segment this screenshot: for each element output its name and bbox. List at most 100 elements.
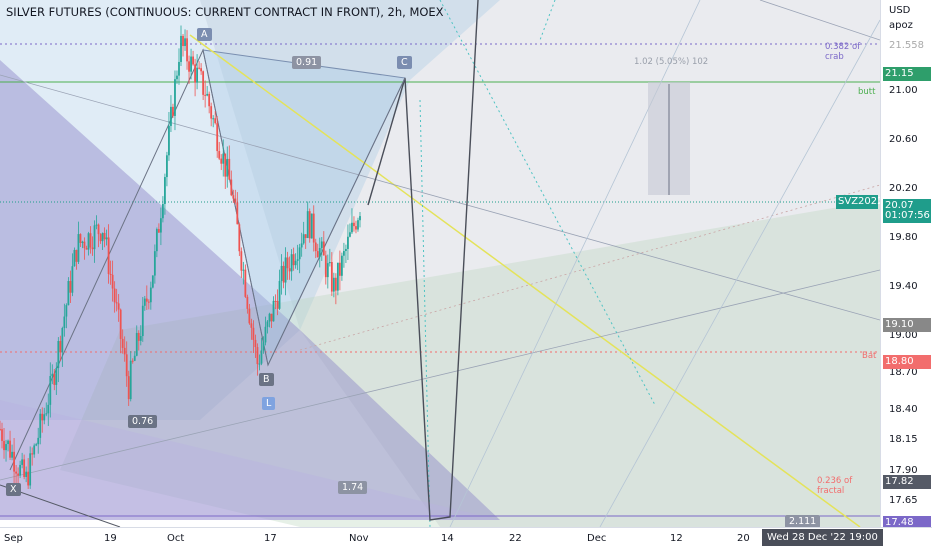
candlestick-series (0, 25, 361, 489)
candle-body (89, 233, 92, 248)
candle-body (157, 229, 160, 233)
candle-body (182, 35, 184, 47)
pattern-point-c[interactable]: C (397, 56, 412, 69)
candle-body (260, 350, 263, 364)
candle-body (192, 56, 194, 65)
candle-body (121, 338, 124, 348)
candle-body (270, 313, 273, 322)
price-tick: 18.15 (889, 434, 918, 446)
candle-body (97, 224, 100, 235)
price-chart[interactable] (0, 0, 880, 527)
time-tick: 22 (509, 533, 522, 544)
candle-body (343, 251, 345, 256)
candle-body (35, 444, 38, 446)
candle-body (79, 234, 82, 243)
candle-body (240, 251, 243, 271)
candle-body (178, 61, 180, 76)
butt-label: butt (858, 87, 876, 97)
yellow-trend-line (189, 34, 861, 527)
candle-body (115, 302, 118, 304)
candle-body (349, 232, 351, 237)
price-tick-top-partial: 21.558 (889, 40, 924, 51)
candle-body (248, 308, 251, 324)
candle-body (246, 296, 249, 309)
crosshair-date-tag: Wed 28 Dec '22 19:00 (762, 529, 883, 546)
candle-body (357, 220, 359, 230)
candle-body (176, 75, 178, 80)
candle-body (180, 35, 182, 62)
candle-body (310, 213, 313, 239)
price-tag: 17.48 (883, 516, 931, 531)
candle-body (57, 340, 60, 369)
pattern-point-a[interactable]: A (197, 28, 212, 41)
pattern-point-x[interactable]: X (6, 483, 21, 496)
candle-body (345, 248, 347, 252)
fan-line-2 (299, 184, 880, 351)
candle-body (29, 453, 32, 486)
candle-body (282, 265, 285, 283)
fractal-label: 0.236 of fractal (817, 476, 853, 496)
price-tag: 01:07:56 (883, 208, 931, 223)
crab-label: 0.382 of crab (825, 42, 861, 62)
abc-path (9, 48, 406, 471)
candle-body (252, 327, 255, 340)
candle-body (202, 71, 205, 95)
candle-body (123, 347, 126, 355)
price-axis[interactable]: USD apoz 21.558 21.00 20.60 20.20 19.80 19.4… (880, 0, 932, 531)
fan-line-6 (599, 19, 880, 527)
candle-body (194, 64, 196, 83)
candle-body (300, 243, 303, 248)
candle-body (200, 68, 203, 72)
candle-body (135, 332, 138, 356)
candle-body (103, 232, 106, 240)
price-tick: 19.00 (889, 330, 918, 342)
candle-body (256, 347, 259, 365)
candle-body (67, 281, 70, 306)
candle-body (316, 251, 319, 258)
candle-body (117, 303, 120, 310)
candle-body (284, 257, 287, 283)
candle-body (262, 342, 265, 351)
candle-body (145, 298, 148, 302)
candle-body (290, 254, 293, 272)
bat-label: Bat (862, 351, 877, 361)
projection-path (367, 0, 479, 521)
time-tick: 12 (670, 533, 683, 544)
candle-body (33, 445, 36, 455)
scale-mode-label[interactable]: apoz (889, 20, 913, 31)
candle-body (61, 328, 64, 353)
candle-body (298, 247, 301, 260)
candle-body (174, 79, 176, 116)
fan-line-3 (0, 269, 880, 481)
price-tick: 18.40 (889, 403, 918, 415)
price-tag: 18.80 (883, 354, 931, 369)
price-tick: 20.60 (889, 133, 918, 145)
candle-body (198, 67, 201, 69)
fan-line-1 (0, 74, 880, 321)
candle-body (190, 56, 192, 72)
pattern-point-b[interactable]: B (259, 373, 274, 386)
candle-body (149, 287, 152, 303)
plot-area[interactable]: SILVER FUTURES (CONTINUOUS: CURRENT CONT… (0, 0, 880, 527)
candle-body (5, 444, 7, 451)
candle-body (151, 275, 154, 288)
candle-body (133, 355, 136, 361)
symbol-tag[interactable]: SVZ2022 (836, 195, 880, 209)
time-axis[interactable]: Sep 19 Oct 17 Nov 14 22 Dec 12 20 Wed 28 Dec '22 … (0, 527, 932, 551)
pattern-point-l[interactable]: L (262, 397, 276, 410)
time-tick: Dec (587, 533, 607, 544)
candle-body (220, 158, 223, 164)
price-tick: 17.90 (889, 464, 918, 476)
candle-body (45, 413, 48, 415)
candle-body (347, 236, 349, 249)
candle-body (31, 453, 34, 455)
candle-body (355, 226, 357, 230)
candle-body (81, 241, 84, 243)
candle-body (87, 233, 90, 250)
candle-body (244, 269, 247, 297)
candle-body (216, 123, 219, 152)
price-tick: 20.20 (889, 182, 918, 194)
candle-body (232, 195, 235, 199)
candle-body (172, 106, 174, 116)
